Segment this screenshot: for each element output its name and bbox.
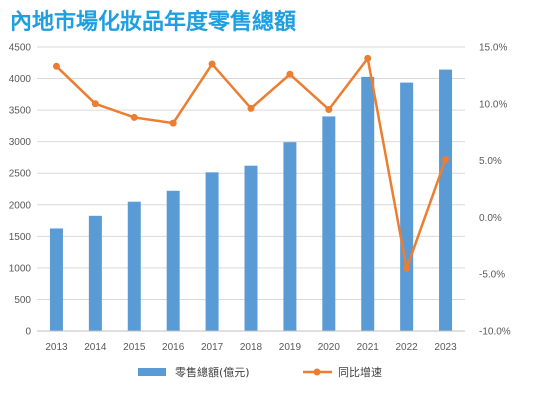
bar <box>244 165 258 331</box>
right-tick-label: 15.0% <box>479 43 507 54</box>
right-tick-label: 0.0% <box>479 213 502 224</box>
bar <box>361 76 375 331</box>
x-tick-label: 2018 <box>240 342 263 353</box>
line-point <box>91 100 99 108</box>
legend-line-marker <box>313 368 321 376</box>
left-tick-label: 3000 <box>9 137 32 148</box>
legend-bar-label: 零售總額(億元) <box>175 365 250 379</box>
right-axis: -10.0% -5.0% 0.0% 5.0% 10.0% 15.0% <box>479 43 511 338</box>
left-tick-label: 4500 <box>9 43 32 54</box>
bar <box>400 82 414 331</box>
bar <box>49 228 63 331</box>
chart-title: 內地市場化妝品年度零售總額 <box>10 10 297 35</box>
bar-series <box>49 69 453 331</box>
line-point <box>208 60 216 68</box>
line-point <box>286 70 294 78</box>
bar <box>322 116 336 331</box>
x-tick-label: 2021 <box>357 342 380 353</box>
x-tick-label: 2015 <box>123 342 146 353</box>
line-point <box>325 105 333 113</box>
legend: 零售總額(億元) 同比增速 <box>138 365 382 379</box>
line-point <box>403 265 411 273</box>
x-tick-label: 2014 <box>84 342 107 353</box>
right-tick-label: -10.0% <box>479 327 511 338</box>
bar <box>439 69 453 331</box>
x-tick-label: 2019 <box>279 342 302 353</box>
legend-line-label: 同比增速 <box>338 365 382 379</box>
bar <box>283 142 297 331</box>
left-tick-label: 3500 <box>9 106 32 117</box>
legend-bar-swatch <box>138 368 166 376</box>
x-tick-label: 2016 <box>162 342 185 353</box>
line-point <box>364 54 372 62</box>
left-tick-label: 2500 <box>9 169 32 180</box>
line-point <box>130 113 138 121</box>
left-tick-label: 1500 <box>9 232 32 243</box>
x-tick-label: 2013 <box>45 342 68 353</box>
bar <box>205 172 219 331</box>
x-tick-label: 2023 <box>434 342 457 353</box>
left-axis: 0 500 1000 1500 2000 2500 3000 3500 4000 4500 <box>9 43 32 338</box>
bar <box>127 201 141 331</box>
left-tick-label: 4000 <box>9 74 32 85</box>
x-tick-label: 2017 <box>201 342 224 353</box>
right-tick-label: 10.0% <box>479 99 507 110</box>
line-point <box>52 62 60 70</box>
line-point <box>442 155 450 163</box>
right-tick-label: -5.0% <box>479 270 505 281</box>
line-point <box>247 104 255 112</box>
bar <box>166 190 180 331</box>
left-tick-label: 500 <box>14 295 31 306</box>
left-tick-label: 0 <box>25 327 31 338</box>
line-point <box>169 119 177 127</box>
left-tick-label: 2000 <box>9 200 32 211</box>
line-series <box>52 54 450 273</box>
right-tick-label: 5.0% <box>479 156 502 167</box>
x-tick-label: 2020 <box>318 342 341 353</box>
left-tick-label: 1000 <box>9 263 32 274</box>
x-tick-label: 2022 <box>396 342 419 353</box>
x-axis: 2013 2014 2015 2016 2017 2018 2019 2020 2021 2022… <box>37 330 465 353</box>
bar <box>88 215 102 331</box>
